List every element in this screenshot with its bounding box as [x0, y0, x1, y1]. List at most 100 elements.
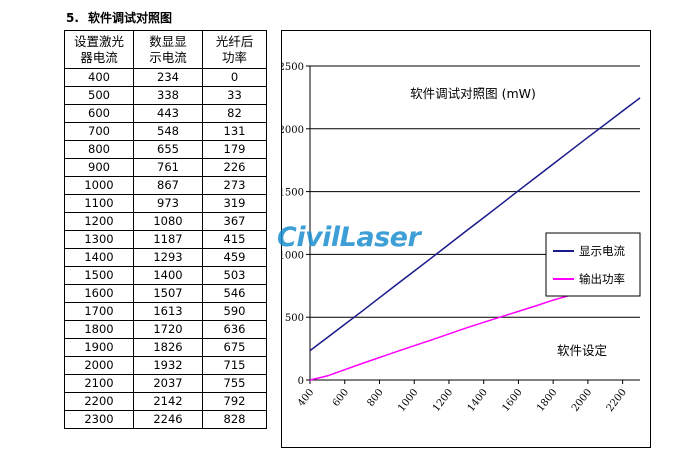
table-cell: 1400 — [133, 266, 203, 285]
y-tick-label: 2000 — [281, 125, 304, 136]
table-cell: 443 — [133, 104, 203, 123]
table-cell: 828 — [202, 410, 267, 429]
table-cell: 500 — [64, 86, 134, 105]
table-row: 800 655 179 — [64, 140, 267, 159]
table-cell: 1720 — [133, 320, 203, 339]
column-header-line: 示电流 — [149, 49, 187, 65]
table-cell: 273 — [202, 176, 267, 195]
table-cell: 1080 — [133, 212, 203, 231]
table-row: 1700 1613 590 — [64, 302, 267, 321]
table-row: 1100 973 319 — [64, 194, 267, 213]
table-cell: 2200 — [64, 392, 134, 411]
table-cell: 600 — [64, 104, 134, 123]
table-row: 2300 2246 828 — [64, 410, 267, 429]
table-cell: 1187 — [133, 230, 203, 249]
table-row: 1800 1720 636 — [64, 320, 267, 339]
table-cell: 226 — [202, 158, 267, 177]
table-row: 700 548 131 — [64, 122, 267, 141]
legend-box — [545, 232, 641, 297]
legend-label: 输出功率 — [579, 272, 625, 286]
y-tick-label: 1500 — [281, 188, 304, 199]
table-row: 1300 1187 415 — [64, 230, 267, 249]
table-cell: 655 — [133, 140, 203, 159]
table-cell: 755 — [202, 374, 267, 393]
table-row: 1600 1507 546 — [64, 284, 267, 303]
table-cell: 761 — [133, 158, 203, 177]
chart-title: 软件调试对照图 (mW) — [410, 86, 536, 101]
table-cell: 234 — [133, 68, 203, 87]
column-header-line: 器电流 — [80, 49, 118, 65]
table-cell: 400 — [64, 68, 134, 87]
table-row: 2200 2142 792 — [64, 392, 267, 411]
table-cell: 1613 — [133, 302, 203, 321]
table-cell: 1932 — [133, 356, 203, 375]
table-cell: 800 — [64, 140, 134, 159]
table-cell: 675 — [202, 338, 267, 357]
table-cell: 131 — [202, 122, 267, 141]
column-header: 数显显 示电流 — [133, 30, 203, 69]
table-cell: 2037 — [133, 374, 203, 393]
table-cell: 459 — [202, 248, 267, 267]
table-row: 600 443 82 — [64, 104, 267, 123]
table-cell: 900 — [64, 158, 134, 177]
table-cell: 973 — [133, 194, 203, 213]
column-header: 光纤后 功率 — [202, 30, 267, 69]
table-cell: 792 — [202, 392, 267, 411]
y-tick-label: 0 — [298, 376, 304, 387]
table-row: 1900 1826 675 — [64, 338, 267, 357]
table-cell: 319 — [202, 194, 267, 213]
table-row: 400 234 0 — [64, 68, 267, 87]
table-cell: 2300 — [64, 410, 134, 429]
legend-label: 显示电流 — [579, 244, 625, 258]
table-cell: 503 — [202, 266, 267, 285]
table-cell: 2142 — [133, 392, 203, 411]
table-cell: 1700 — [64, 302, 134, 321]
calibration-chart: 0 500 1000 1500 2000 2500 400 600 800 1000 1200 140… — [279, 30, 651, 452]
table-cell: 700 — [64, 122, 134, 141]
calibration-table: 设置激光 器电流 数显显 示电流 光纤后 功率 400 234 0 500 338 33 600 443 8… — [64, 30, 267, 429]
table-cell: 715 — [202, 356, 267, 375]
table-cell: 1000 — [64, 176, 134, 195]
table-cell: 82 — [202, 104, 267, 123]
table-cell: 1826 — [133, 338, 203, 357]
table-cell: 338 — [133, 86, 203, 105]
column-header-line: 功率 — [221, 49, 247, 65]
column-header-line: 光纤后 — [215, 33, 254, 49]
table-cell: 415 — [202, 230, 267, 249]
table-cell: 1200 — [64, 212, 134, 231]
table-row: 900 761 226 — [64, 158, 267, 177]
table-row: 1500 1400 503 — [64, 266, 267, 285]
table-cell: 1293 — [133, 248, 203, 267]
table-cell: 1900 — [64, 338, 134, 357]
table-row: 1000 867 273 — [64, 176, 267, 195]
table-cell: 2000 — [64, 356, 134, 375]
table-cell: 867 — [133, 176, 203, 195]
y-tick-label: 2500 — [281, 62, 304, 73]
column-header-line: 设置激光 — [73, 33, 124, 49]
watermark-logo: CivilLaser — [277, 222, 421, 253]
table-cell: 2100 — [64, 374, 134, 393]
table-cell: 1300 — [64, 230, 134, 249]
table-row: 500 338 33 — [64, 86, 267, 105]
table-row: 2000 1932 715 — [64, 356, 267, 375]
table-cell: 1400 — [64, 248, 134, 267]
section-number: 5. — [66, 11, 79, 25]
table-cell: 367 — [202, 212, 267, 231]
table-cell: 179 — [202, 140, 267, 159]
table-cell: 548 — [133, 122, 203, 141]
y-tick-label: 1000 — [281, 250, 304, 261]
table-row: 2100 2037 755 — [64, 374, 267, 393]
section-title: 软件调试对照图 — [88, 11, 173, 25]
section-heading: 5. 软件调试对照图 — [66, 9, 172, 26]
table-header-row: 设置激光 器电流 数显显 示电流 光纤后 功率 — [64, 30, 267, 69]
table-cell: 546 — [202, 284, 267, 303]
table-row: 1200 1080 367 — [64, 212, 267, 231]
table-cell: 33 — [202, 86, 267, 105]
table-cell: 590 — [202, 302, 267, 321]
table-cell: 636 — [202, 320, 267, 339]
x-axis-label: 软件设定 — [557, 343, 607, 358]
y-tick-label: 500 — [285, 313, 304, 324]
table-cell: 2246 — [133, 410, 203, 429]
column-header: 设置激光 器电流 — [64, 30, 134, 69]
